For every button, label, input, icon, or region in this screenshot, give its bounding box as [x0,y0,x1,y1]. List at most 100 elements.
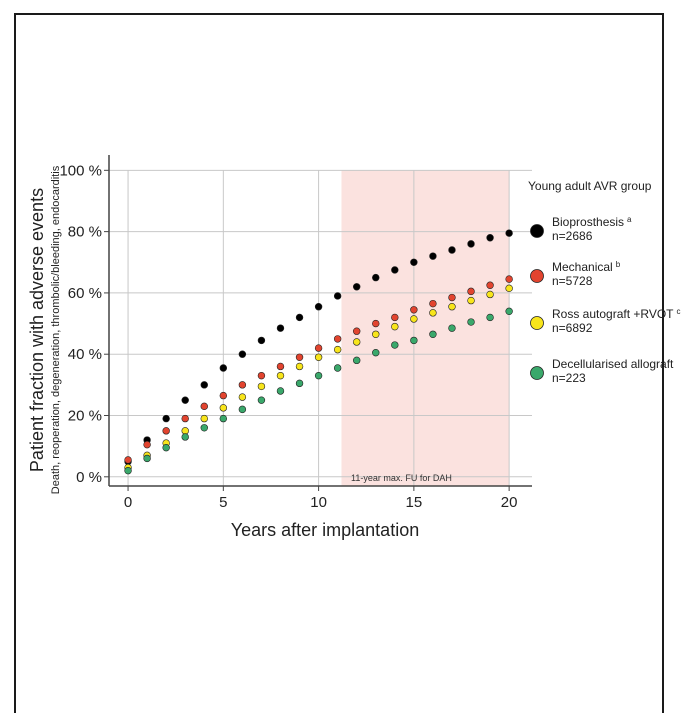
point-series-0-8 [276,324,285,332]
point-series-0-10 [314,303,323,311]
legend-marker-0 [530,224,544,238]
point-series-3-6 [238,405,247,414]
legend-label-0: Bioprosthesis a [552,215,632,229]
point-series-0-4 [200,381,208,389]
x-axis-title: Years after implantation [231,520,419,540]
legend-superscript-0: a [627,215,632,224]
point-series-3-13 [372,348,380,357]
point-series-3-20 [505,307,513,316]
point-series-3-5 [219,414,228,423]
point-series-2-11 [333,345,342,354]
y-tick-label-0: 0 % [76,469,102,486]
point-series-2-14 [391,322,399,331]
point-series-3-10 [314,371,323,380]
point-series-0-13 [372,273,380,282]
point-series-3-15 [410,336,418,345]
point-series-2-16 [429,309,437,317]
point-series-1-7 [257,371,266,380]
point-series-0-7 [257,336,266,345]
point-series-0-6 [238,350,247,358]
y-tick-label-4: 80 % [68,224,102,241]
point-series-0-18 [467,240,475,248]
point-series-2-3 [181,427,189,435]
legend-label-2: Ross autograft +RVOT c [552,307,681,321]
point-series-3-17 [448,324,456,332]
shaded-region-label: 11-year max. FU for DAH [351,473,452,483]
point-series-0-19 [486,234,494,242]
point-series-1-18 [467,287,475,296]
legend-title: Young adult AVR group [528,179,652,193]
point-series-1-5 [219,391,228,400]
point-series-2-7 [257,382,266,391]
legend-marker-3 [530,366,544,380]
point-series-1-13 [372,319,380,328]
point-series-2-8 [276,371,285,380]
legend-marker-2 [530,316,544,330]
point-series-1-10 [314,344,323,352]
point-series-3-4 [200,424,208,432]
point-series-1-12 [353,327,361,335]
point-series-3-7 [257,396,266,404]
x-tick-label-2: 10 [310,494,327,511]
point-series-1-0 [124,456,132,464]
point-series-2-13 [372,330,380,338]
gridlines [109,169,532,486]
point-series-3-0 [124,466,132,475]
point-series-3-12 [353,356,361,365]
point-series-2-9 [295,362,304,371]
plot-background [341,170,510,486]
y-tick-label-3: 60 % [68,285,102,302]
point-series-3-16 [429,330,437,338]
point-series-1-20 [505,275,513,283]
legend-n-1: n=5728 [552,274,593,288]
x-tick-label-4: 20 [501,494,518,511]
legend-label-3: Decellularised allograft [552,357,674,371]
legend-n-3: n=223 [552,371,586,385]
point-series-0-15 [410,258,418,266]
point-series-2-18 [467,296,475,305]
point-series-3-18 [467,318,475,326]
y-tick-label-5: 100 % [59,162,102,179]
point-series-1-15 [410,306,418,314]
point-series-0-16 [429,252,437,260]
point-series-3-8 [276,387,285,395]
legend-label-1: Mechanical b [552,260,621,274]
figure-frame [14,13,664,713]
point-series-3-3 [181,433,189,441]
axes [104,155,532,491]
point-series-3-9 [295,379,304,388]
point-series-2-6 [238,393,247,401]
y-tick-label-2: 40 % [68,346,102,363]
point-series-1-2 [162,427,170,435]
legend-n-0: n=2686 [552,229,593,243]
x-tick-label-3: 15 [406,494,423,511]
point-series-0-12 [353,283,361,291]
tick-labels: 0 5 10 15 20 0 % 20 % 40 % 60 % 80 % 100 % [59,162,517,511]
point-series-1-16 [429,299,437,308]
y-axis-title: Patient fraction with adverse events [27,188,47,472]
x-tick-label-1: 5 [219,494,227,511]
point-series-1-3 [181,414,189,423]
legend-marker-1 [530,269,544,283]
chart: 0 5 10 15 20 0 % 20 % 40 % 60 % 80 % 100 % Young a… [27,155,681,540]
x-tick-label-0: 0 [124,494,132,511]
point-series-0-17 [448,246,456,254]
legend-superscript-2: c [677,307,681,316]
point-series-1-14 [391,313,399,322]
point-series-1-8 [276,362,285,371]
point-series-2-20 [505,284,513,293]
point-series-0-5 [219,364,228,372]
point-series-2-15 [410,315,418,323]
legend-superscript-1: b [616,260,621,269]
data-points [124,229,513,475]
point-series-1-1 [143,440,151,449]
point-series-1-11 [333,335,342,343]
point-series-2-12 [353,338,361,346]
y-axis-subtitle: Death, reoperation, degeneration, thromb… [50,165,62,494]
point-series-1-17 [448,293,456,302]
point-series-0-14 [391,266,399,274]
point-series-0-9 [295,313,304,322]
point-series-1-9 [295,353,304,361]
point-series-2-19 [486,290,494,299]
point-series-2-17 [448,303,456,311]
